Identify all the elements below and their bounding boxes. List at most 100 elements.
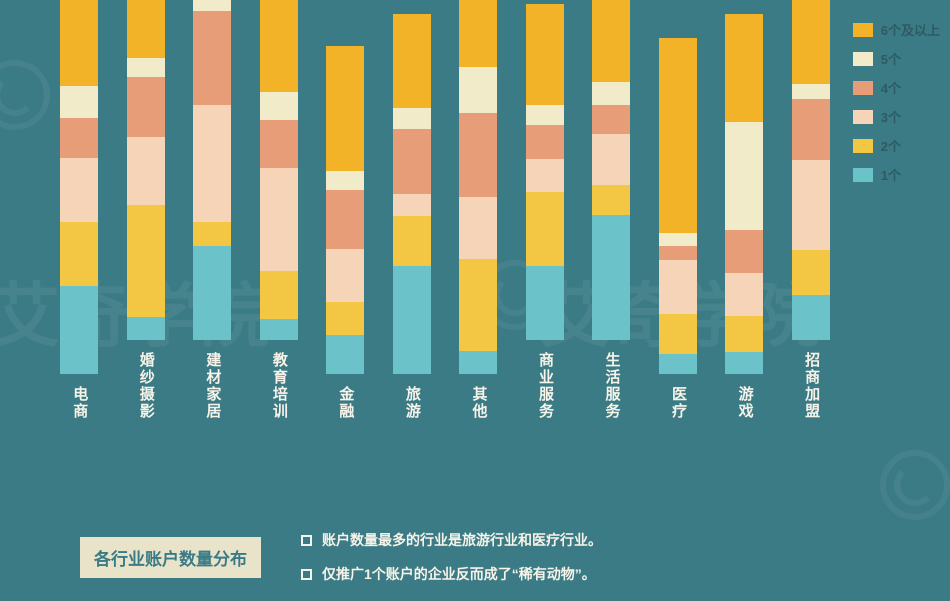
stacked-bar (526, 4, 564, 340)
bar-segment (526, 125, 564, 159)
bullet-text: 账户数量最多的行业是旅游行业和医疗行业。 (322, 530, 602, 550)
stacked-bar (393, 14, 431, 374)
bar-group: 商业服务 (516, 4, 574, 420)
bar-segment (393, 266, 431, 374)
stacked-bar (459, 0, 497, 374)
bar-segment (659, 260, 697, 314)
chart-bullets: 账户数量最多的行业是旅游行业和医疗行业。仅推广1个账户的企业反而成了“稀有动物”… (301, 530, 602, 584)
bar-segment (459, 67, 497, 113)
legend-label: 4个 (881, 78, 901, 97)
bar-segment (725, 273, 763, 316)
legend-label: 6个及以上 (881, 20, 940, 39)
bar-segment (592, 134, 630, 186)
bar-category-label: 建材家居 (204, 352, 221, 420)
bar-segment (60, 222, 98, 286)
legend-item: 5个 (853, 49, 940, 68)
bullet-text: 仅推广1个账户的企业反而成了“稀有动物”。 (322, 564, 596, 584)
bar-segment (326, 335, 364, 374)
bar-segment (193, 105, 231, 223)
bar-category-label: 旅游 (403, 386, 420, 420)
stacked-bar (792, 0, 830, 340)
bullet-item: 账户数量最多的行业是旅游行业和医疗行业。 (301, 530, 602, 550)
bar-group: 教育培训 (250, 0, 308, 420)
chart-title: 各行业账户数量分布 (94, 550, 247, 569)
bar-segment (659, 314, 697, 354)
bar-segment (193, 0, 231, 11)
bar-segment (526, 266, 564, 340)
bar-segment (526, 159, 564, 193)
bar-category-label: 金融 (337, 386, 354, 420)
chart-title-box: 各行业账户数量分布 (80, 537, 261, 578)
bar-segment (260, 120, 298, 168)
bar-segment (127, 77, 165, 137)
bar-segment (60, 86, 98, 118)
chart-footer: 各行业账户数量分布 账户数量最多的行业是旅游行业和医疗行业。仅推广1个账户的企业… (80, 530, 602, 584)
stacked-bar (326, 46, 364, 374)
bar-segment (792, 0, 830, 84)
bar-segment (725, 14, 763, 122)
stacked-bar (127, 0, 165, 340)
legend-label: 2个 (881, 136, 901, 155)
bar-segment (659, 354, 697, 374)
bar-category-label: 婚纱摄影 (137, 352, 154, 420)
bar-category-label: 生活服务 (603, 352, 620, 420)
bar-segment (659, 38, 697, 233)
bar-segment (60, 118, 98, 158)
bar-group: 生活服务 (582, 0, 640, 420)
bar-segment (792, 160, 830, 250)
legend-swatch (853, 52, 873, 66)
bar-segment (792, 295, 830, 340)
legend-item: 1个 (853, 165, 940, 184)
stacked-bar (260, 0, 298, 340)
bar-segment (60, 286, 98, 374)
legend-item: 6个及以上 (853, 20, 940, 39)
bar-segment (792, 250, 830, 295)
legend-item: 3个 (853, 107, 940, 126)
legend-label: 3个 (881, 107, 901, 126)
stacked-bar (592, 0, 630, 340)
bar-segment (393, 14, 431, 108)
stacked-bar (659, 38, 697, 374)
bar-segment (127, 137, 165, 205)
bar-segment (526, 192, 564, 266)
legend-swatch (853, 168, 873, 182)
bar-segment (127, 317, 165, 340)
bar-segment (260, 271, 298, 319)
bar-segment (725, 230, 763, 273)
bar-segment (792, 84, 830, 99)
bar-category-label: 其他 (470, 386, 487, 420)
bar-segment (526, 4, 564, 105)
legend-swatch (853, 110, 873, 124)
stacked-bar-chart: 电商婚纱摄影建材家居教育培训金融旅游其他商业服务生活服务医疗游戏招商加盟 (50, 20, 840, 420)
bar-segment (127, 205, 165, 318)
bar-segment (393, 108, 431, 130)
bar-segment (127, 0, 165, 58)
bar-category-label: 教育培训 (270, 352, 287, 420)
bar-segment (526, 105, 564, 125)
bar-segment (60, 158, 98, 222)
bar-category-label: 电商 (71, 386, 88, 420)
bar-segment (326, 171, 364, 191)
bar-segment (127, 58, 165, 77)
bar-segment (725, 316, 763, 352)
bar-segment (592, 105, 630, 134)
square-bullet-icon (301, 535, 312, 546)
bar-segment (459, 113, 497, 197)
bar-segment (60, 0, 98, 86)
legend-item: 2个 (853, 136, 940, 155)
legend-swatch (853, 81, 873, 95)
legend-label: 1个 (881, 165, 901, 184)
bar-segment (393, 216, 431, 266)
chart-legend: 6个及以上 5个 4个 3个 2个 1个 (853, 20, 940, 184)
bar-category-label: 招商加盟 (803, 352, 820, 420)
bar-group: 婚纱摄影 (117, 0, 175, 420)
bar-segment (260, 92, 298, 120)
bar-segment (260, 168, 298, 271)
bar-segment (592, 215, 630, 340)
bar-category-label: 医疗 (670, 386, 687, 420)
legend-swatch (853, 23, 873, 37)
bar-segment (393, 194, 431, 216)
bar-segment (326, 190, 364, 249)
legend-swatch (853, 139, 873, 153)
bar-segment (260, 0, 298, 92)
